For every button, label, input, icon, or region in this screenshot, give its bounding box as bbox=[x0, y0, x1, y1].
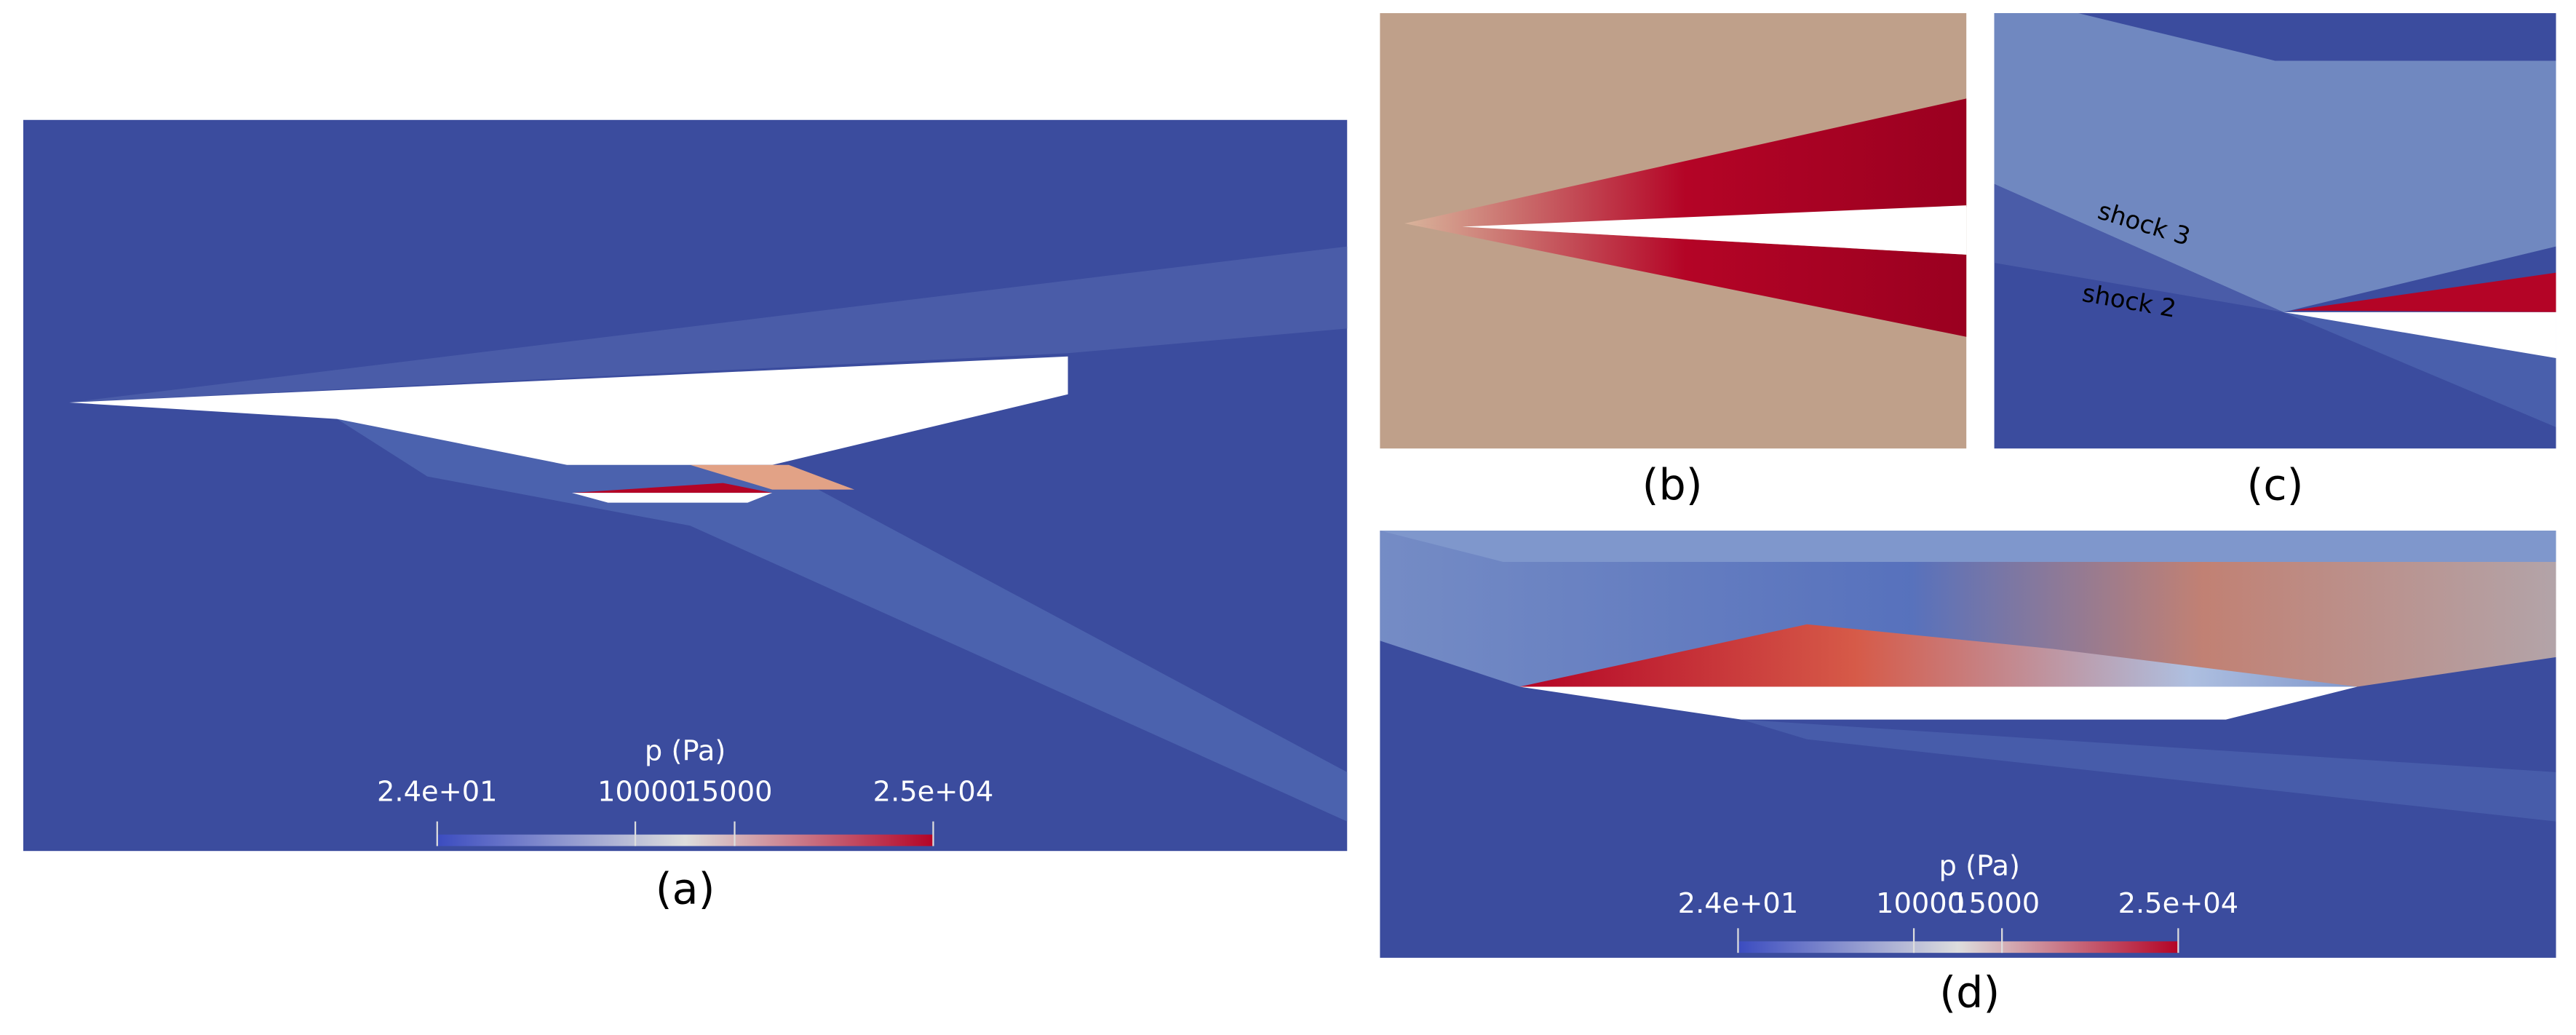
body bbox=[571, 493, 773, 503]
panel-label: (a) bbox=[656, 865, 715, 914]
colorbar-title: p (Pa) bbox=[1939, 849, 2020, 882]
body bbox=[69, 356, 1068, 465]
colorbar bbox=[437, 834, 934, 846]
high-pressure bbox=[1404, 98, 1967, 227]
colorbar-title: p (Pa) bbox=[645, 734, 726, 767]
region bbox=[2283, 312, 2556, 427]
high-pressure bbox=[1519, 624, 2358, 687]
panel-c: shock 3 shock 2 (c) bbox=[1994, 13, 2556, 509]
panel-label: (b) bbox=[1642, 460, 1703, 509]
colorbar-tick-label: 2.4e+01 bbox=[377, 776, 498, 809]
colorbar-tick-label: 10000 bbox=[1876, 887, 1965, 920]
colorbar-tick-label: 10000 bbox=[597, 776, 686, 809]
body bbox=[1462, 205, 1967, 255]
colorbar-tick-label: 2.5e+04 bbox=[873, 776, 994, 809]
body bbox=[1519, 686, 2358, 720]
region bbox=[1380, 531, 2556, 687]
high-pressure bbox=[571, 483, 773, 493]
colorbar bbox=[1738, 941, 2179, 953]
region bbox=[1380, 531, 2556, 562]
region bbox=[1994, 13, 2556, 312]
high-pressure bbox=[690, 464, 855, 490]
high-pressure bbox=[2291, 272, 2556, 312]
panel-b: (b) bbox=[1380, 13, 1967, 509]
colorbar-tick-label: 15000 bbox=[683, 776, 772, 809]
shock-band bbox=[69, 246, 1348, 402]
panel-label: (c) bbox=[2247, 460, 2304, 509]
region bbox=[1741, 719, 2556, 822]
shock-band bbox=[337, 419, 1348, 822]
colorbar-tick-label: 2.5e+04 bbox=[2118, 887, 2239, 920]
colorbar-tick-label: 2.4e+01 bbox=[1678, 887, 1799, 920]
panel-label: (d) bbox=[1939, 968, 2000, 1018]
colorbar-tick-label: 15000 bbox=[1951, 887, 2040, 920]
body bbox=[2283, 312, 2556, 359]
